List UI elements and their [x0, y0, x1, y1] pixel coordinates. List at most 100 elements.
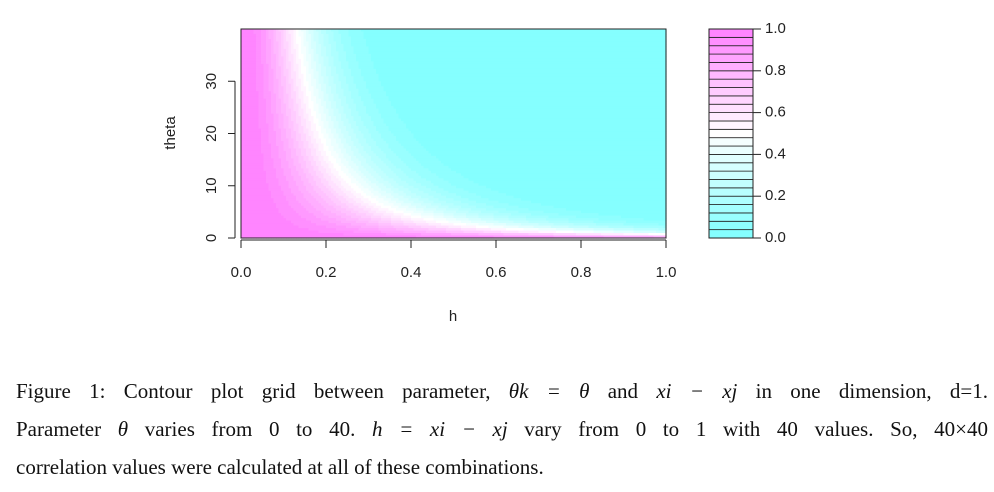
heat-cell: [286, 46, 290, 50]
heat-cell: [286, 158, 290, 162]
heat-cell: [251, 153, 255, 157]
heat-cell: [278, 228, 282, 232]
heat-cell: [336, 73, 340, 77]
heat-cell: [301, 68, 305, 72]
heat-cell: [251, 235, 255, 239]
heat-cell: [291, 208, 295, 212]
heat-cell: [348, 223, 352, 227]
heat-cell: [343, 140, 347, 145]
heat-cell: [271, 213, 275, 217]
heat-cell: [253, 230, 257, 234]
heat-cell: [263, 235, 267, 239]
heat-cell: [321, 31, 325, 35]
heat-cell: [336, 91, 340, 95]
heat-cell: [343, 71, 347, 75]
heat-cell: [278, 53, 282, 57]
heat-cell: [298, 168, 302, 172]
heat-cell: [323, 41, 327, 45]
heat-cell: [253, 160, 257, 164]
heat-cell: [323, 235, 327, 239]
heat-cell: [346, 155, 350, 159]
heat-cell: [256, 153, 260, 157]
heat-cell: [316, 203, 320, 207]
heat-cell: [263, 158, 267, 162]
heat-cell: [271, 155, 275, 159]
heat-cell: [298, 41, 302, 45]
heat-cell: [313, 223, 317, 227]
heat-cell: [278, 101, 282, 105]
heat-cell: [243, 163, 247, 167]
heat-cell: [253, 33, 257, 38]
heat-cell: [331, 123, 335, 127]
heat-cell: [311, 126, 315, 130]
heat-cell: [318, 38, 322, 43]
heat-cell: [338, 165, 342, 169]
heat-cell: [333, 160, 337, 164]
heat-cell: [343, 190, 347, 194]
heat-cell: [293, 205, 297, 209]
heat-cell: [268, 198, 272, 202]
heat-cell: [283, 31, 287, 35]
heat-cell: [248, 103, 252, 107]
heat-cell: [273, 185, 277, 189]
heat-cell: [241, 116, 245, 120]
heat-cell: [271, 126, 275, 130]
heat-cell: [346, 76, 350, 80]
heat-cell: [293, 38, 297, 43]
heat-cell: [281, 155, 285, 159]
heat-cell: [268, 103, 272, 107]
heat-cell: [333, 131, 337, 135]
heat-cell: [288, 29, 292, 33]
heat-cell: [346, 83, 350, 87]
heat-cell: [346, 128, 350, 132]
heat-cell: [276, 88, 280, 92]
heat-cell: [311, 195, 315, 199]
heat-cell: [321, 193, 325, 197]
heat-cell: [281, 183, 285, 187]
heat-cell: [276, 68, 280, 72]
heat-cell: [258, 233, 262, 237]
heat-cell: [281, 235, 285, 239]
heat-cell: [276, 195, 280, 199]
heat-cell: [311, 106, 315, 110]
heat-cell: [261, 43, 265, 48]
heat-cell: [281, 160, 285, 164]
heat-cell: [313, 93, 317, 97]
heat-cell: [268, 143, 272, 147]
heat-cell: [251, 131, 255, 135]
heat-cell: [283, 190, 287, 194]
heat-cell: [271, 38, 275, 43]
heat-cell: [306, 235, 310, 239]
heat-cell: [241, 173, 245, 177]
heat-cell: [303, 135, 307, 140]
heat-cell: [331, 78, 335, 82]
heat-cell: [241, 233, 245, 237]
heat-cell: [286, 93, 290, 97]
heat-cell: [283, 138, 287, 142]
heat-cell: [253, 208, 257, 212]
heat-cell: [316, 198, 320, 202]
heat-cell: [243, 155, 247, 159]
heat-cell: [321, 111, 325, 115]
heat-cell: [293, 91, 297, 95]
heat-cell: [263, 123, 267, 127]
heat-cell: [341, 185, 345, 189]
heat-cell: [328, 150, 332, 155]
heat-cell: [308, 36, 312, 40]
heat-cell: [263, 63, 267, 67]
heat-cell: [296, 61, 300, 65]
heat-cell: [326, 73, 330, 77]
heat-cell: [343, 81, 347, 85]
heat-cell: [251, 135, 255, 140]
heat-cell: [333, 180, 337, 184]
heat-cell: [241, 118, 245, 122]
heat-cell: [313, 198, 317, 202]
heat-cell: [341, 228, 345, 232]
heat-cell: [346, 218, 350, 222]
heat-cell: [248, 230, 252, 234]
heat-cell: [348, 131, 352, 135]
heat-cell: [248, 188, 252, 192]
heat-cell: [288, 233, 292, 237]
heat-cell: [283, 183, 287, 187]
heat-cell: [251, 56, 255, 60]
